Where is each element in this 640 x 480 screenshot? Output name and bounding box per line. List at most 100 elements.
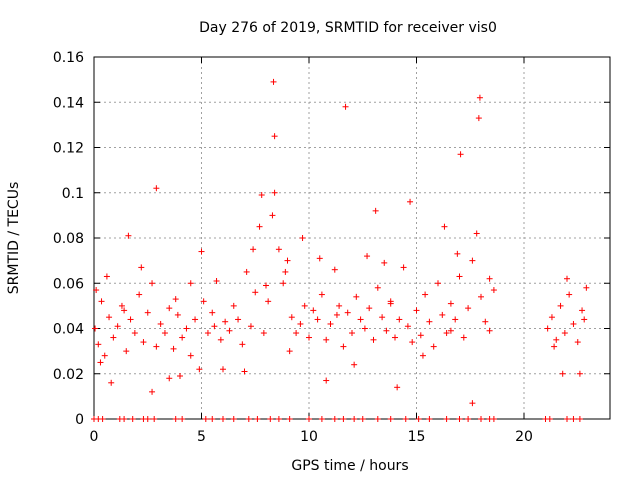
data-point [265, 298, 272, 305]
data-point [413, 307, 420, 314]
data-point [271, 133, 278, 140]
axis-ticks [93, 56, 610, 420]
data-point [192, 316, 199, 323]
data-point [93, 287, 100, 294]
y-axis-label: SRMTID / TECUs [6, 182, 22, 295]
data-point [426, 416, 433, 422]
grid [94, 57, 610, 419]
data-point [400, 264, 407, 271]
data-point [327, 320, 334, 327]
data-point [243, 268, 250, 275]
data-point [490, 287, 497, 294]
data-point [387, 300, 394, 307]
data-point [570, 416, 577, 422]
data-point [576, 370, 583, 377]
data-point [306, 416, 312, 422]
data-point [125, 232, 132, 239]
data-point [270, 78, 277, 85]
data-point [359, 416, 366, 422]
data-point [323, 377, 330, 384]
data-point [282, 268, 289, 275]
data-point [166, 375, 173, 382]
data-point [564, 416, 570, 422]
data-point [456, 273, 463, 280]
data-point [271, 189, 278, 196]
data-point [136, 291, 143, 298]
data-point [456, 416, 463, 422]
tick-labels: 0 0.02 0.04 0.06 0.08 0.1 0.12 0.14 0.16 0 5 10 15 20 [53, 50, 533, 445]
data-point [204, 330, 211, 337]
data-point [177, 373, 183, 380]
data-point [98, 298, 105, 305]
data-point [465, 416, 472, 422]
data-point [574, 339, 581, 346]
x-tick-label: 0 [90, 429, 99, 445]
x-axis-label: GPS time / hours [291, 458, 408, 474]
data-point [256, 223, 263, 230]
x-tick-label: 10 [300, 429, 318, 445]
data-point [310, 307, 317, 314]
data-point [366, 305, 373, 312]
data-point [92, 325, 99, 332]
data-point [121, 416, 128, 422]
data-point [349, 330, 355, 337]
data-point [275, 246, 282, 253]
data-point [316, 255, 323, 262]
data-point [457, 151, 464, 158]
data-point [454, 250, 461, 257]
data-point [579, 307, 586, 314]
data-point [153, 185, 160, 192]
y-tick-label: 0.04 [53, 322, 84, 338]
y-tick-label: 0.16 [53, 50, 84, 66]
data-point [301, 302, 308, 309]
data-point [151, 416, 158, 422]
data-point [263, 282, 269, 289]
data-point [187, 352, 194, 359]
data-point [293, 330, 300, 337]
data-point [170, 345, 177, 352]
data-point [482, 318, 489, 325]
data-point [121, 307, 128, 314]
data-point [372, 207, 379, 214]
data-point [288, 314, 295, 321]
data-point [548, 314, 555, 321]
data-point [129, 416, 136, 422]
data-point [235, 316, 242, 323]
data-point [138, 264, 145, 271]
data-point [306, 334, 312, 341]
data-point [123, 348, 130, 355]
data-point [131, 330, 138, 337]
data-point [209, 416, 216, 422]
data-point [127, 316, 134, 323]
data-point [340, 416, 347, 422]
data-point [353, 293, 360, 300]
data-point [157, 320, 164, 327]
data-point [230, 302, 237, 309]
chart-title: Day 276 of 2019, SRMTID for receiver vis… [199, 20, 497, 36]
data-point [381, 259, 388, 266]
data-point [486, 275, 493, 282]
x-tick-label: 5 [197, 429, 206, 445]
data-point [99, 416, 106, 422]
data-point [114, 323, 121, 330]
data-point [566, 291, 573, 298]
data-point [187, 280, 194, 287]
data-point [396, 316, 403, 323]
data-point [318, 416, 325, 422]
data-point [357, 316, 364, 323]
y-tick-label: 0.14 [53, 95, 84, 111]
data-point [570, 320, 577, 327]
data-point [557, 302, 564, 309]
data-point [269, 212, 276, 219]
data-point [426, 318, 433, 325]
data-point [222, 318, 229, 325]
data-point [220, 416, 226, 422]
data-point [149, 388, 156, 395]
data-point [404, 323, 411, 330]
data-point [331, 416, 338, 422]
data-point [267, 416, 274, 422]
data-point [415, 416, 422, 422]
data-points [91, 78, 590, 422]
data-point [583, 284, 590, 291]
